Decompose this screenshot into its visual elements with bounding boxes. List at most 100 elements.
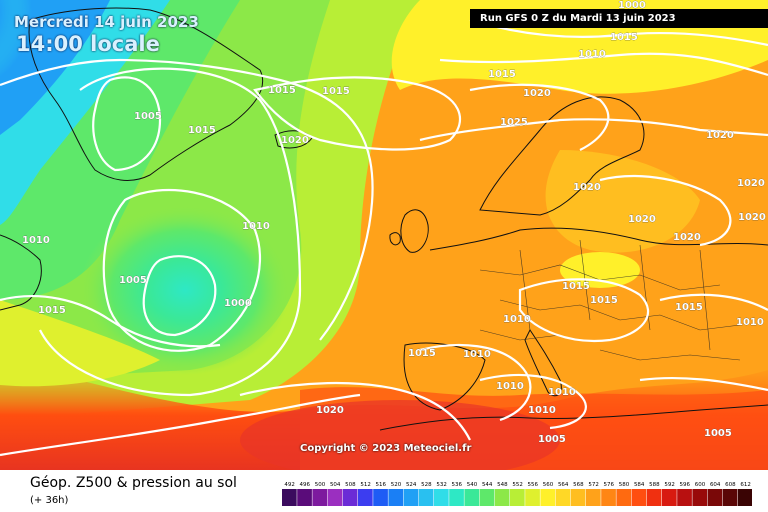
- isobar-label: 1000: [618, 0, 646, 11]
- scale-swatch: [616, 489, 632, 506]
- forecast-range: (+ 36h): [30, 495, 69, 506]
- isobar-label: 1015: [268, 85, 296, 96]
- scale-swatch: [434, 489, 449, 506]
- isobar-label: 1020: [673, 232, 701, 243]
- isobar-label: 1010: [548, 387, 576, 398]
- isobar-label: 1010: [22, 235, 50, 246]
- scale-tick-label: 524: [406, 482, 417, 488]
- scale-tick-label: 584: [634, 482, 645, 488]
- scale-swatch: [418, 489, 434, 506]
- isobar-label: 1010: [578, 49, 606, 60]
- isobar-label: 1020: [628, 214, 656, 225]
- scale-swatch: [388, 489, 404, 506]
- scale-tick-label: 600: [695, 482, 706, 488]
- scale-tick-label: 564: [558, 482, 569, 488]
- scale-tick-label: 532: [436, 482, 447, 488]
- scale-tick-label: 596: [680, 482, 691, 488]
- isobar-label: 1015: [675, 302, 703, 313]
- isobar-label: 1020: [738, 212, 766, 223]
- scale-swatch: [312, 489, 328, 506]
- isobar-label: 1015: [408, 348, 436, 359]
- scale-tick-label: 512: [360, 482, 371, 488]
- scale-swatch: [282, 489, 297, 506]
- isobar-label: 1010: [503, 314, 531, 325]
- isobar-label: 1010: [736, 317, 764, 328]
- scale-tick-label: 604: [710, 482, 721, 488]
- scale-swatch: [479, 489, 495, 506]
- isobar-label: 1015: [562, 281, 590, 292]
- isobar-label: 1020: [316, 405, 344, 416]
- scale-tick-label: 592: [664, 482, 675, 488]
- scale-swatch: [601, 489, 616, 506]
- isobar-label: 1010: [496, 381, 524, 392]
- scale-tick-label: 504: [330, 482, 341, 488]
- scale-swatch: [646, 489, 662, 506]
- scale-swatch: [327, 489, 343, 506]
- scale-tick-label: 612: [740, 482, 751, 488]
- scale-swatch: [707, 489, 723, 506]
- scale-swatch: [510, 489, 525, 506]
- scale-tick-label: 496: [300, 482, 311, 488]
- scale-tick-label: 540: [467, 482, 478, 488]
- forecast-time: 14:00 locale: [16, 32, 160, 56]
- scale-swatch: [738, 489, 752, 506]
- isobar-label: 1010: [242, 221, 270, 232]
- geopotential-field: 1000 1015 1010 1015 1020 1025 1015 1015 …: [0, 0, 768, 480]
- scale-swatch: [464, 489, 480, 506]
- isobar-label: 1020: [573, 182, 601, 193]
- scale-swatch: [342, 489, 358, 506]
- isobar-label: 1000: [224, 298, 252, 309]
- scale-swatch: [586, 489, 601, 506]
- scale-tick-label: 492: [284, 482, 295, 488]
- isobar-label: 1015: [38, 305, 66, 316]
- scale-swatch: [358, 489, 373, 506]
- scale-tick-label: 520: [391, 482, 402, 488]
- scale-swatch: [662, 489, 677, 506]
- scale-tick-label: 608: [725, 482, 736, 488]
- scale-tick-label: 548: [497, 482, 508, 488]
- isobar-labels: 1000 1015 1010 1015 1020 1025 1015 1015 …: [22, 0, 766, 445]
- scale-swatch: [297, 489, 312, 506]
- scale-tick-label: 588: [649, 482, 660, 488]
- color-scale: 492 496 500 504 508 512 516 520 524 528 532 536 540 5…: [282, 482, 752, 506]
- scale-swatch: [692, 489, 708, 506]
- isobar-label: 1025: [500, 117, 528, 128]
- scale-swatch: [631, 489, 647, 506]
- scale-tick-label: 560: [543, 482, 554, 488]
- isobar-label: 1015: [590, 295, 618, 306]
- isobar-label: 1020: [281, 135, 309, 146]
- scale-swatch: [373, 489, 388, 506]
- scale-swatch: [449, 489, 464, 506]
- isobar-label: 1015: [322, 86, 350, 97]
- isobar-label: 1005: [704, 428, 732, 439]
- scale-swatch: [525, 489, 540, 506]
- scale-tick-label: 536: [452, 482, 463, 488]
- scale-swatch: [403, 489, 419, 506]
- isobar-label: 1015: [488, 69, 516, 80]
- scale-tick-label: 508: [345, 482, 356, 488]
- scale-swatch: [570, 489, 586, 506]
- scale-tick-label: 556: [528, 482, 539, 488]
- isobar-label: 1020: [706, 130, 734, 141]
- scale-swatch: [555, 489, 571, 506]
- scale-tick-label: 544: [482, 482, 493, 488]
- scale-swatch: [677, 489, 692, 506]
- isobar-label: 1005: [134, 111, 162, 122]
- isobar-label: 1020: [737, 178, 765, 189]
- scale-swatch: [540, 489, 556, 506]
- isobar-label: 1010: [528, 405, 556, 416]
- scale-tick-label: 552: [512, 482, 523, 488]
- scale-tick-label: 568: [573, 482, 584, 488]
- scale-swatch: [494, 489, 510, 506]
- isobar-label: 1015: [610, 32, 638, 43]
- scale-tick-label: 572: [588, 482, 599, 488]
- weather-map: 1000 1015 1010 1015 1020 1025 1015 1015 …: [0, 0, 768, 480]
- map-title: Géop. Z500 & pression au sol: [30, 475, 237, 491]
- copyright: Copyright © 2023 Meteociel.fr: [300, 443, 472, 454]
- scale-tick-label: 580: [619, 482, 630, 488]
- scale-tick-label: 516: [376, 482, 387, 488]
- isobar-label: 1020: [523, 88, 551, 99]
- scale-tick-label: 500: [315, 482, 326, 488]
- isobar-label: 1010: [463, 349, 491, 360]
- scale-tick-label: 576: [604, 482, 615, 488]
